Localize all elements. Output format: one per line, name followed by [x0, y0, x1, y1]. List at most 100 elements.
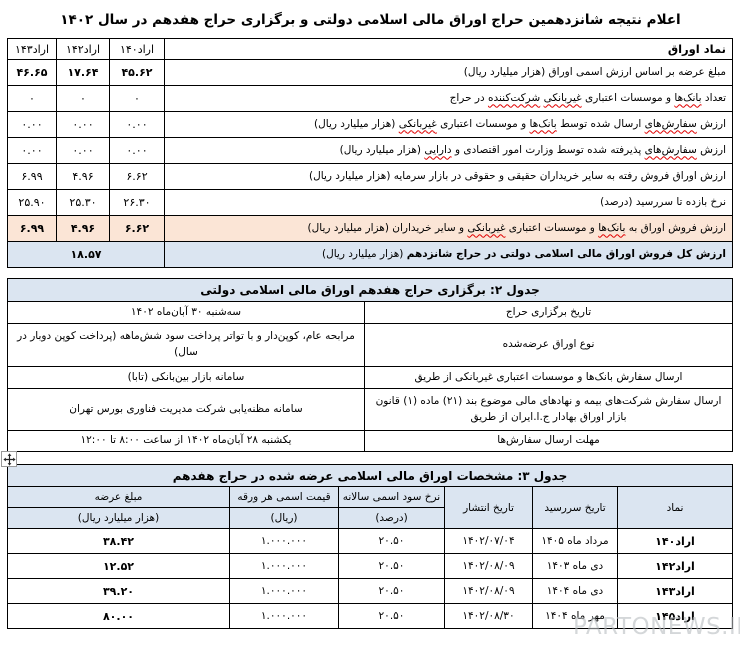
- value-cell: ۰.۰۰: [56, 137, 110, 164]
- bond-row: اراد۱۴۰ مرداد ماه ۱۴۰۵ ۱۴۰۲/۰۷/۰۴ ۲۰.۵۰ ۱.۰۰…: [7, 528, 733, 554]
- auction17-bonds-table: جدول ۳: مشخصات اوراق مالی اسلامی عرضه شد…: [7, 464, 733, 629]
- row-label: تاریخ برگزاری حراج: [364, 301, 733, 324]
- row-value: سامانه مظنه‌یابی شرکت مدیریت فناوری بورس…: [6, 388, 366, 431]
- auction17-info-table: جدول ۲: برگزاری حراج هفدهم اوراق مالی اس…: [6, 278, 734, 452]
- page-title: اعلام نتیجه شانزدهمین حراج اوراق مالی اس…: [60, 12, 681, 28]
- table3-body: اراد۱۴۰ مرداد ماه ۱۴۰۵ ۱۴۰۲/۰۷/۰۴ ۲۰.۵۰ ۱.۰۰…: [7, 528, 733, 629]
- table-row: ارزش فروش اوراق به بانک‌ها و موسسات اعتب…: [7, 215, 733, 242]
- row-label: نرخ بازده تا سررسید (درصد): [164, 189, 733, 216]
- value-cell: ۲۶.۳۰: [109, 189, 165, 216]
- row-label: ارزش اوراق فروش رفته به سایر خریداران حق…: [164, 163, 733, 190]
- row-label: ارسال سفارش شرکت‌های بیمه و نهادهای مالی…: [364, 388, 733, 431]
- issue-date: ۱۴۰۲/۰۷/۰۴: [444, 528, 533, 554]
- col-maturity-date: تاریخ سررسید: [532, 486, 618, 529]
- value-cell: ۰: [56, 85, 110, 112]
- row-label: مهلت ارسال سفارش‌ها: [364, 430, 733, 452]
- table1-body: مبلغ عرضه بر اساس ارزش اسمی اوراق (هزار …: [7, 59, 733, 268]
- bond-row: اراد۱۴۳ دی ماه ۱۴۰۴ ۱۴۰۲/۰۸/۰۹ ۲۰.۵۰ ۱.۰۰۰.۰…: [7, 578, 733, 604]
- table-row: ارسال سفارش بانک‌ها و موسسات اعتباری غیر…: [6, 366, 733, 389]
- value-cell: ۴.۹۶: [56, 215, 110, 242]
- col-coupon-rate: نرخ سود اسمی سالانه: [338, 486, 445, 508]
- table-move-handle[interactable]: [1, 451, 17, 467]
- table-row: نرخ بازده تا سررسید (درصد) ۲۶.۳۰ ۲۵.۳۰ ۲۵.۹…: [7, 189, 733, 216]
- table1-col-arad143: اراد۱۴۳: [7, 38, 57, 60]
- value-cell: ۰.۰۰: [109, 111, 165, 138]
- coupon-rate: ۲۰.۵۰: [338, 603, 445, 629]
- table3-header-units-row: (درصد) (ریال) (هزار میلیارد ریال): [7, 507, 733, 529]
- table1-col-arad142: اراد۱۴۲: [56, 38, 110, 60]
- label-text: پذیرفته شده توسط وزارت امور اقتصادی و: [451, 144, 645, 157]
- value-cell: ۲۵.۳۰: [56, 189, 110, 216]
- table3-header-row: نماد تاریخ سررسید تاریخ انتشار نرخ سود ا…: [7, 486, 733, 529]
- row-label: ارزش سفارش‌های ارسال شده توسط بانک‌ها و …: [164, 111, 733, 138]
- label-text: در حراج: [449, 92, 488, 105]
- table2-title-row: جدول ۲: برگزاری حراج هفدهم اوراق مالی اس…: [6, 278, 734, 302]
- row-value: مرابحه عام، کوپن‌دار و با تواتر پرداخت س…: [6, 323, 366, 367]
- bond-symbol: اراد۱۴۳: [617, 578, 733, 604]
- issue-date: ۱۴۰۲/۰۸/۰۹: [444, 553, 533, 579]
- label-text: ارزش: [696, 118, 726, 131]
- misspelled-word: غیربانکی: [398, 118, 437, 131]
- row-value: سه‌شنبه ۳۰ آبان‌ماه ۱۴۰۲: [6, 301, 366, 324]
- table-row: ارزش سفارش‌های ارسال شده توسط بانک‌ها و …: [7, 111, 733, 138]
- value-cell: ۶.۹۹: [7, 215, 57, 242]
- col-face-value: قیمت اسمی هر ورقه: [229, 486, 339, 508]
- value-cell: ۴۵.۶۲: [109, 59, 165, 86]
- col-face-value-unit: (ریال): [229, 507, 339, 529]
- label-text: ارزش: [696, 144, 726, 157]
- label-text: ارزش اوراق فروش رفته به سایر خریداران حق…: [309, 170, 726, 183]
- col-symbol: نماد: [617, 486, 733, 529]
- table1-corner-header: نماد اوراق: [164, 38, 733, 60]
- col-issue-date: تاریخ انتشار: [444, 486, 533, 529]
- offer-amount: ۳۹.۲۰: [7, 578, 230, 604]
- value-cell: ۴۶.۶۵: [7, 59, 57, 86]
- coupon-rate: ۲۰.۵۰: [338, 553, 445, 579]
- label-text: و سایر خریداران (هزار میلیارد ریال): [307, 222, 468, 235]
- label-text: ارزش فروش اوراق به: [625, 222, 726, 235]
- table3-title-row: جدول ۳: مشخصات اوراق مالی اسلامی عرضه شد…: [7, 464, 733, 487]
- total-value-cell: ۱۸.۵۷: [7, 241, 165, 268]
- bond-row: اراد۱۴۵ مهر ماه ۱۴۰۴ ۱۴۰۲/۰۸/۳۰ ۲۰.۵۰ ۱.۰۰۰.…: [7, 603, 733, 629]
- auction16-results-table: نماد اوراق اراد۱۴۰ اراد۱۴۲ اراد۱۴۳ مبلغ …: [7, 38, 733, 268]
- misspelled-word: سفارش‌های: [644, 118, 697, 131]
- misspelled-word: بانک‌ها: [529, 118, 557, 131]
- offer-amount: ۱۲.۵۲: [7, 553, 230, 579]
- col-offer-amount-unit: (هزار میلیارد ریال): [7, 507, 230, 529]
- table-row: ارسال سفارش شرکت‌های بیمه و نهادهای مالی…: [6, 388, 733, 431]
- table1-col-arad140: اراد۱۴۰: [109, 38, 165, 60]
- value-cell: ۰: [7, 85, 57, 112]
- value-cell: ۰.۰۰: [56, 111, 110, 138]
- label-text: نرخ بازده تا سررسید (درصد): [600, 196, 726, 209]
- table2-body: تاریخ برگزاری حراج سه‌شنبه ۳۰ آبان‌ماه ۱۴…: [6, 301, 733, 452]
- maturity-date: مهر ماه ۱۴۰۴: [532, 603, 618, 629]
- face-value: ۱.۰۰۰.۰۰۰: [229, 528, 339, 554]
- misspelled-word: شرکت‌کننده: [487, 92, 541, 105]
- row-label: ارزش فروش اوراق به بانک‌ها و موسسات اعتب…: [164, 215, 733, 242]
- coupon-rate: ۲۰.۵۰: [338, 528, 445, 554]
- table1-header-row: نماد اوراق اراد۱۴۰ اراد۱۴۲ اراد۱۴۳: [7, 38, 733, 60]
- total-label-unit: (هزار میلیارد ریال): [321, 248, 407, 261]
- table3-title: جدول ۳: مشخصات اوراق مالی اسلامی عرضه شد…: [7, 464, 733, 487]
- table-row: مهلت ارسال سفارش‌ها یکشنبه ۲۸ آبان‌ماه ۱۴…: [6, 430, 733, 452]
- table-row: تعداد بانک‌ها و موسسات اعتباری غیربانکی …: [7, 85, 733, 112]
- offer-amount: ۳۸.۴۲: [7, 528, 230, 554]
- col-offer-amount: مبلغ عرضه: [7, 486, 230, 508]
- bond-symbol: اراد۱۴۰: [617, 528, 733, 554]
- table-row: تاریخ برگزاری حراج سه‌شنبه ۳۰ آبان‌ماه ۱۴…: [6, 301, 733, 324]
- label-text: مبلغ عرضه بر اساس ارزش اسمی اوراق (هزار …: [463, 66, 726, 79]
- table-row: ارزش سفارش‌های پذیرفته شده توسط وزارت ام…: [7, 137, 733, 164]
- misspelled-word: غیربانکی: [467, 222, 506, 235]
- misspelled-word: بانک‌ها: [674, 92, 702, 105]
- row-label: ارزش سفارش‌های پذیرفته شده توسط وزارت ام…: [164, 137, 733, 164]
- misspelled-word: دارایی: [424, 144, 452, 157]
- label-text: و موسسات اعتباری: [505, 222, 599, 235]
- col-coupon-rate-unit: (درصد): [338, 507, 445, 529]
- value-cell: ۲۵.۹۰: [7, 189, 57, 216]
- table-row: نوع اوراق عرضه‌شده مرابحه عام، کوپن‌دار و…: [6, 323, 733, 367]
- row-label: تعداد بانک‌ها و موسسات اعتباری غیربانکی …: [164, 85, 733, 112]
- face-value: ۱.۰۰۰.۰۰۰: [229, 603, 339, 629]
- total-row-label: ارزش کل فروش اوراق مالی اسلامی دولتی در …: [164, 241, 733, 268]
- bond-symbol: اراد۱۴۵: [617, 603, 733, 629]
- total-label-text: ارزش کل فروش اوراق مالی اسلامی دولتی در …: [406, 248, 726, 261]
- row-value: سامانه بازار بین‌بانکی (تابا): [6, 366, 366, 389]
